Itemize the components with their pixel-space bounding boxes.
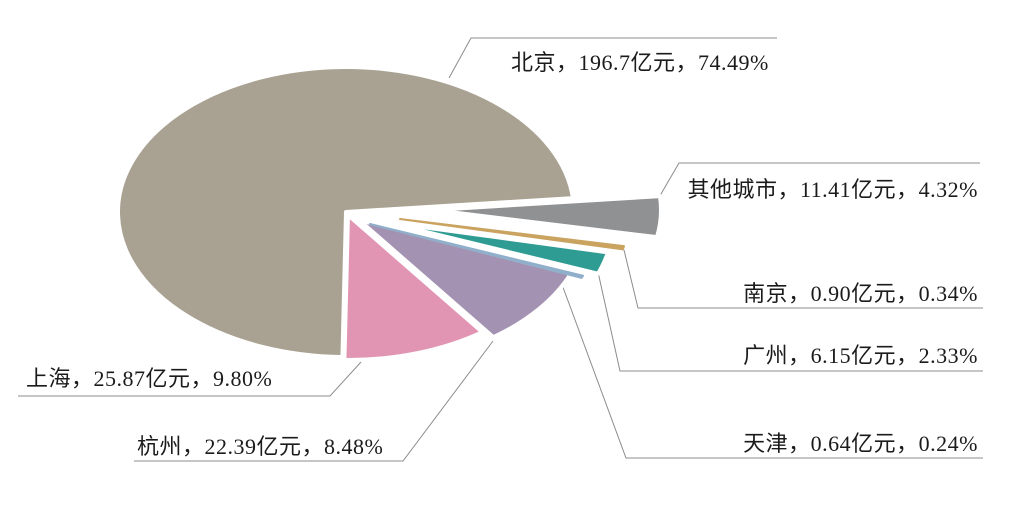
callout-line-tianjin — [556, 270, 983, 459]
label-nanjing: 南京，0.90亿元，0.34% — [743, 281, 978, 306]
pie-slice-beijing[interactable] — [116, 64, 575, 359]
label-hangzhou: 杭州，22.39亿元，8.48% — [137, 434, 384, 459]
pie-slices — [116, 64, 663, 362]
label-guangzhou: 广州，6.15亿元，2.33% — [743, 343, 978, 368]
label-others: 其他城市，11.41亿元，4.32% — [687, 177, 978, 202]
pie-slice-guangzhou[interactable] — [383, 220, 610, 276]
callout-line-nanjing — [623, 249, 983, 309]
label-shanghai: 上海，25.87亿元，9.80% — [26, 366, 273, 391]
pie-slice-hangzhou[interactable] — [357, 218, 573, 340]
callout-line-beijing — [448, 37, 777, 79]
pie-slice-tianjin[interactable] — [369, 223, 584, 279]
label-tianjin: 天津，0.64亿元，0.24% — [743, 431, 978, 456]
callout-line-shanghai — [18, 361, 362, 397]
pie-slice-nanjing[interactable] — [399, 218, 625, 251]
callout-line-guangzhou — [597, 271, 983, 372]
callout-line-hangzhou — [134, 340, 494, 462]
callout-line-others — [653, 162, 980, 207]
pie-slice-shanghai[interactable] — [342, 213, 485, 362]
pie-slice-others[interactable] — [431, 194, 663, 240]
callout-lines — [18, 37, 983, 462]
label-beijing: 北京，196.7亿元，74.49% — [511, 50, 769, 75]
